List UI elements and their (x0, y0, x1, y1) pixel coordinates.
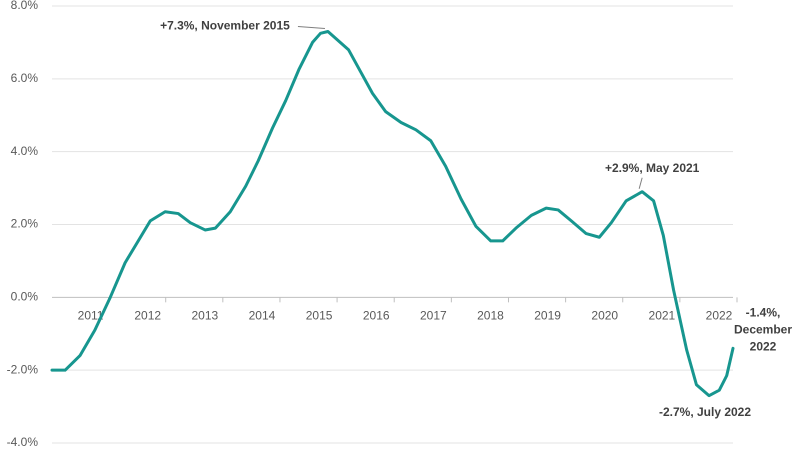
x-tick-label: 2016 (363, 309, 390, 323)
annotation: -2.7%, July 2022 (659, 405, 751, 419)
x-tick-label: 2013 (191, 309, 218, 323)
x-tick-label: 2019 (534, 309, 561, 323)
y-tick-label: 8.0% (11, 0, 39, 12)
y-tick-label: 0.0% (11, 290, 39, 304)
x-tick-label: 2020 (591, 309, 618, 323)
x-tick-label: 2022 (706, 309, 733, 323)
x-tick-label: 2014 (249, 309, 276, 323)
annotation: -1.4%, (746, 305, 781, 319)
leader-line (297, 25, 325, 29)
annotation: December (734, 322, 792, 336)
annotation: 2022 (750, 339, 777, 353)
x-tick-label: 2012 (134, 309, 161, 323)
annotation: +7.3%, November 2015 (160, 19, 290, 33)
x-tick-label: 2011 (78, 309, 104, 323)
annotation: +2.9%, May 2021 (605, 161, 700, 175)
x-tick-label: 2021 (649, 309, 676, 323)
x-tick-label: 2017 (420, 309, 447, 323)
leader-line (638, 177, 643, 189)
y-tick-label: -2.0% (7, 362, 39, 376)
y-tick-label: 6.0% (11, 71, 39, 85)
x-tick-label: 2018 (477, 309, 504, 323)
y-tick-label: 4.0% (11, 144, 39, 158)
y-tick-label: 2.0% (11, 217, 39, 231)
y-tick-label: -4.0% (7, 435, 39, 448)
x-tick-label: 2015 (306, 309, 333, 323)
data-line (50, 29, 735, 398)
